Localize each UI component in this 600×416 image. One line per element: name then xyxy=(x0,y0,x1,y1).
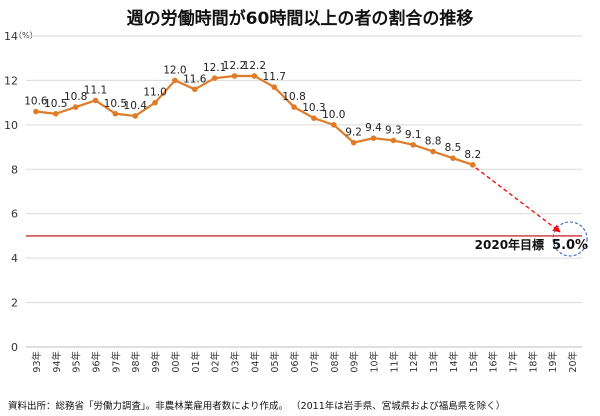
x-tick-label: 04年 xyxy=(249,351,261,373)
x-tick-label: 03年 xyxy=(230,351,242,373)
y-tick-label: 0 xyxy=(11,341,18,354)
data-label: 11.1 xyxy=(84,84,107,96)
data-point xyxy=(112,110,119,117)
data-point xyxy=(172,77,178,84)
x-tick-label: 09年 xyxy=(349,351,361,373)
data-label: 9.4 xyxy=(365,122,382,134)
x-tick-label: 00年 xyxy=(170,351,182,373)
data-label: 10.0 xyxy=(322,109,345,121)
x-tick-label: 95年 xyxy=(71,351,83,373)
data-point xyxy=(311,115,317,121)
data-point xyxy=(72,104,79,110)
data-label: 12.1 xyxy=(203,62,226,74)
x-tick-label: 13年 xyxy=(428,351,440,373)
x-tick-label: 20年 xyxy=(567,351,579,373)
x-tick-label: 11年 xyxy=(388,351,400,373)
data-point xyxy=(350,139,357,146)
x-tick-label: 06年 xyxy=(289,351,301,373)
data-label: 12.2 xyxy=(243,60,266,72)
y-tick-label: 6 xyxy=(11,208,18,221)
data-label: 11.0 xyxy=(143,87,166,99)
y-axis-unit-label: （%） xyxy=(14,31,38,40)
x-tick-label: 07年 xyxy=(309,351,321,373)
data-label: 10.5 xyxy=(104,98,127,110)
y-tick-label: 2 xyxy=(11,297,18,310)
data-label: 9.3 xyxy=(385,124,402,136)
x-tick-label: 97年 xyxy=(110,351,122,373)
data-point xyxy=(271,84,278,90)
x-tick-label: 15年 xyxy=(468,351,480,373)
data-label: 10.8 xyxy=(64,91,87,103)
data-label: 9.2 xyxy=(345,127,362,139)
data-label: 10.3 xyxy=(302,102,325,114)
data-label: 10.5 xyxy=(44,98,67,110)
data-point xyxy=(33,108,39,115)
data-label: 8.5 xyxy=(445,142,462,154)
x-tick-label: 98年 xyxy=(130,351,142,373)
data-point xyxy=(450,155,456,161)
trend-arrow xyxy=(475,167,561,233)
target-value-label: 5.0% xyxy=(552,238,588,253)
data-label: 10.6 xyxy=(24,96,48,108)
x-tick-label: 99年 xyxy=(150,351,162,373)
y-tick-label: 12 xyxy=(4,74,18,87)
data-point xyxy=(330,122,337,128)
data-point xyxy=(410,142,417,148)
x-tick-label: 14年 xyxy=(448,351,460,373)
data-label: 12.0 xyxy=(163,64,186,76)
data-point xyxy=(52,110,59,117)
y-tick-label: 14 xyxy=(4,30,18,43)
x-tick-label: 94年 xyxy=(51,351,63,373)
target-label: 2020年目標 xyxy=(475,237,544,252)
x-tick-label: 08年 xyxy=(329,351,341,373)
x-tick-label: 05年 xyxy=(269,351,281,373)
x-tick-label: 18年 xyxy=(527,351,539,373)
data-point xyxy=(370,135,377,141)
data-point xyxy=(231,73,238,79)
x-tick-label: 19年 xyxy=(547,351,559,373)
data-point xyxy=(132,113,139,119)
x-tick-label: 12年 xyxy=(408,351,420,373)
x-tick-label: 93年 xyxy=(31,351,43,373)
x-tick-label: 01年 xyxy=(190,351,202,373)
data-label: 9.1 xyxy=(405,129,422,141)
data-label: 8.2 xyxy=(464,149,481,161)
data-label: 10.4 xyxy=(124,100,148,112)
data-label: 11.7 xyxy=(263,71,286,83)
data-point xyxy=(430,148,436,155)
x-tick-label: 02年 xyxy=(210,351,222,373)
data-point xyxy=(211,75,218,82)
data-label: 11.6 xyxy=(183,73,207,85)
data-point xyxy=(291,104,297,110)
x-tick-label: 10年 xyxy=(369,351,381,373)
data-point xyxy=(469,162,476,168)
y-tick-label: 10 xyxy=(4,119,18,132)
data-label: 12.2 xyxy=(223,60,246,72)
data-point xyxy=(251,73,258,79)
y-tick-label: 8 xyxy=(11,163,18,176)
data-point xyxy=(390,137,397,144)
x-tick-label: 16年 xyxy=(488,351,500,373)
data-point xyxy=(191,86,198,93)
data-label: 8.8 xyxy=(425,136,442,148)
y-tick-label: 4 xyxy=(11,252,18,265)
data-point xyxy=(152,99,158,106)
x-tick-label: 96年 xyxy=(91,351,103,373)
data-label: 10.8 xyxy=(282,91,305,103)
x-tick-label: 17年 xyxy=(508,351,520,373)
source-note: 資料出所：総務省「労働力調査」。非農林業雇用者数により作成。 （2011年は岩手… xyxy=(8,401,506,412)
chart-title: 週の労働時間が60時間以上の者の割合の推移 xyxy=(126,9,474,29)
data-point xyxy=(92,97,99,104)
target-circle xyxy=(552,221,588,257)
